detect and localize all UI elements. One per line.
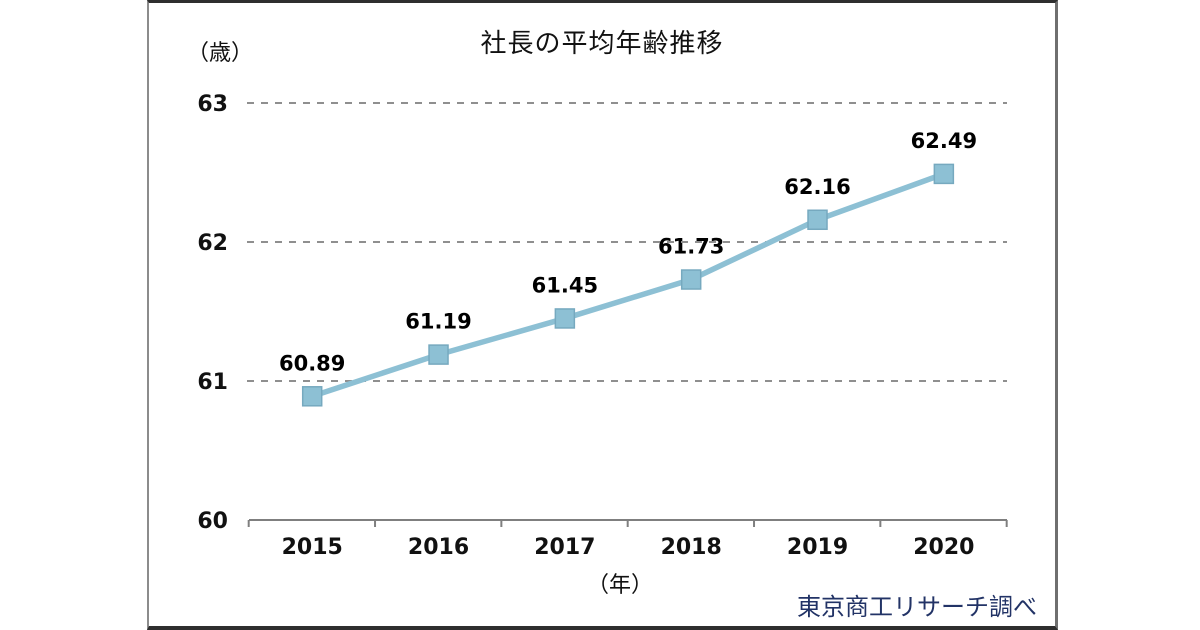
y-tick-label: 63 <box>197 92 228 117</box>
x-tick-label: 2018 <box>661 535 722 560</box>
data-point-marker <box>428 344 449 365</box>
chart-title: 社長の平均年齢推移 <box>480 29 724 59</box>
data-line <box>311 171 945 399</box>
y-tick-label: 60 <box>197 509 228 534</box>
y-tick-label: 61 <box>197 370 228 395</box>
data-point-label: 61.73 <box>658 235 724 259</box>
data-point-marker <box>807 209 828 231</box>
data-point-label: 62.16 <box>784 175 850 199</box>
chart-figure: 社長の平均年齢推移 （歳） 60.89 61.19 61.45 61.73 62.16 6… <box>147 0 1058 630</box>
x-tick-label: 2017 <box>534 535 595 560</box>
source-credit: 東京商工リサーチ調べ <box>797 593 1037 621</box>
y-axis-unit-label: （歳） <box>187 41 254 66</box>
data-point-marker <box>301 386 323 407</box>
y-tick-label: 62 <box>197 231 228 256</box>
plot-area: 60.89 61.19 61.45 61.73 62.16 62.49 60 61 62 63 20… <box>197 92 1008 560</box>
data-point-marker <box>554 308 576 329</box>
data-point-label: 61.45 <box>532 273 598 297</box>
x-tick-label: 2015 <box>282 535 343 560</box>
data-point-marker <box>933 163 955 185</box>
x-axis-unit-label: （年） <box>586 573 654 598</box>
data-point-label: 60.89 <box>279 351 345 375</box>
data-point-marker <box>680 269 702 290</box>
x-tick-label: 2020 <box>913 535 974 560</box>
data-point-label: 61.19 <box>405 310 471 334</box>
x-tick-label: 2016 <box>408 535 469 560</box>
x-tick-label: 2019 <box>787 535 848 560</box>
data-point-label: 62.49 <box>911 129 977 153</box>
